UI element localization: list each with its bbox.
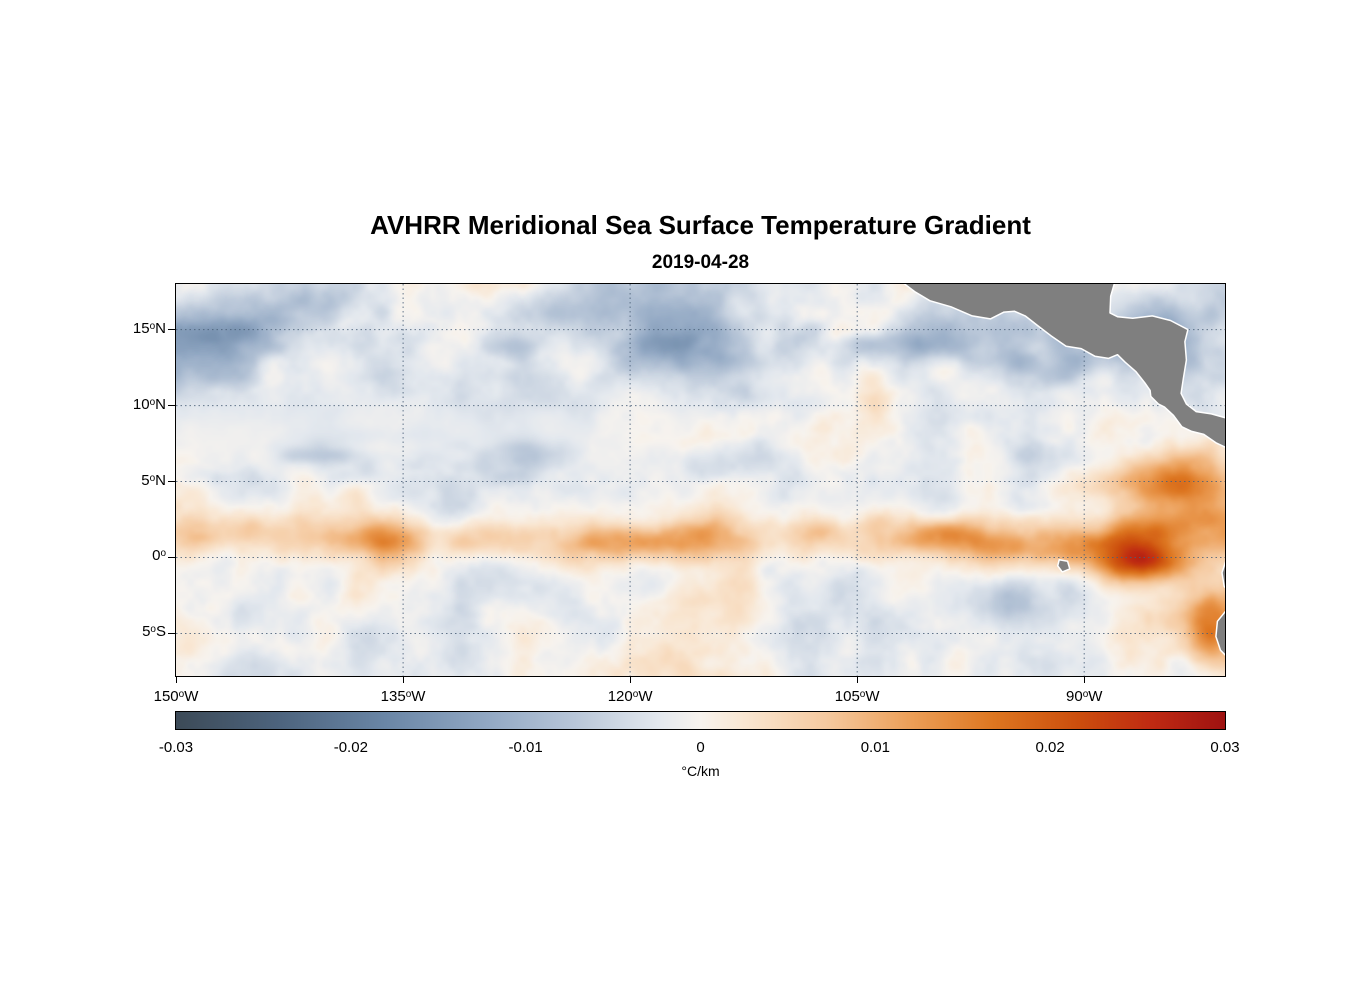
x-tick-label: 135oW [380,688,426,705]
degree-symbol: o [632,689,639,700]
map-overlay [176,284,1225,676]
y-tick-label: 10oN [132,395,166,413]
y-tick-mark [168,481,175,483]
x-tick-label: 150oW [153,688,199,705]
figure-date: 2019-04-28 [651,252,750,273]
x-tick-label: 120oW [607,688,653,705]
colorbar-tick-label: 0.03 [1210,739,1240,756]
map-plot [175,283,1226,677]
y-tick-mark [168,329,175,331]
x-tick-mark [856,677,858,683]
degree-symbol: o [178,689,185,700]
y-tick-mark [168,556,175,558]
y-tick-label: 0o [152,547,166,565]
land-mexico-central-america [903,284,1225,448]
x-tick-label: 105oW [834,688,880,705]
degree-symbol: o [149,320,156,332]
colorbar-tick-label: -0.02 [333,739,368,756]
degree-symbol: o [859,689,866,700]
sst-field-canvas [176,284,1225,676]
colorbar-tick-label: -0.03 [158,739,194,756]
y-tick-label: 15oN [132,319,166,337]
degree-symbol: o [405,689,412,700]
land-south-america [1215,561,1225,656]
degree-symbol: o [150,624,156,636]
degree-symbol: o [1082,689,1089,700]
x-tick-mark [1083,677,1085,683]
y-tick-label: 5oN [141,471,166,489]
x-tick-mark [402,677,404,683]
colorbar [175,711,1226,730]
y-tick-mark [168,405,175,407]
degree-symbol: o [160,548,166,560]
colorbar-tick-label: 0.01 [860,739,890,756]
degree-symbol: o [149,472,156,484]
x-tick-label: 90oW [1066,688,1103,705]
x-tick-mark [629,677,631,683]
colorbar-tick-label: -0.01 [508,739,543,756]
degree-symbol: o [149,396,156,408]
x-tick-mark [175,677,177,683]
colorbar-tick-label: 0.02 [1035,739,1065,756]
y-tick-mark [168,632,175,634]
land-galapagos-islands [1056,559,1071,573]
figure-title: AVHRR Meridional Sea Surface Temperature… [370,210,1031,240]
colorbar-unit-label: °C/km [681,763,720,779]
colorbar-tick-label: 0 [696,739,705,756]
colorbar-gradient [176,712,1225,729]
y-tick-label: 5oS [142,623,166,641]
